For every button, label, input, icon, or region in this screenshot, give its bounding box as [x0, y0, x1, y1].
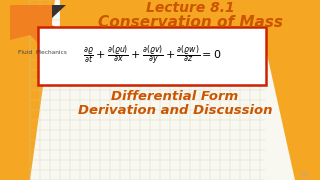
Text: Derivation and Discussion: Derivation and Discussion	[78, 104, 272, 117]
Text: Lecture 8.1: Lecture 8.1	[146, 1, 234, 15]
Polygon shape	[52, 5, 66, 18]
Bar	[38, 27, 266, 85]
Polygon shape	[10, 5, 68, 55]
Polygon shape	[255, 0, 320, 180]
Text: Fluid  Mechanics: Fluid Mechanics	[18, 50, 67, 55]
Bar	[60, 0, 315, 28]
Text: Conservation of Mass: Conservation of Mass	[98, 15, 283, 30]
Text: 36: 36	[299, 172, 308, 178]
Text: Differential Form: Differential Form	[111, 90, 239, 103]
Text: $\frac{\partial\varrho}{\partial t}+\frac{\partial(\varrho u)}{\partial x}+\frac: $\frac{\partial\varrho}{\partial t}+\fra…	[83, 44, 221, 68]
Polygon shape	[0, 0, 55, 180]
